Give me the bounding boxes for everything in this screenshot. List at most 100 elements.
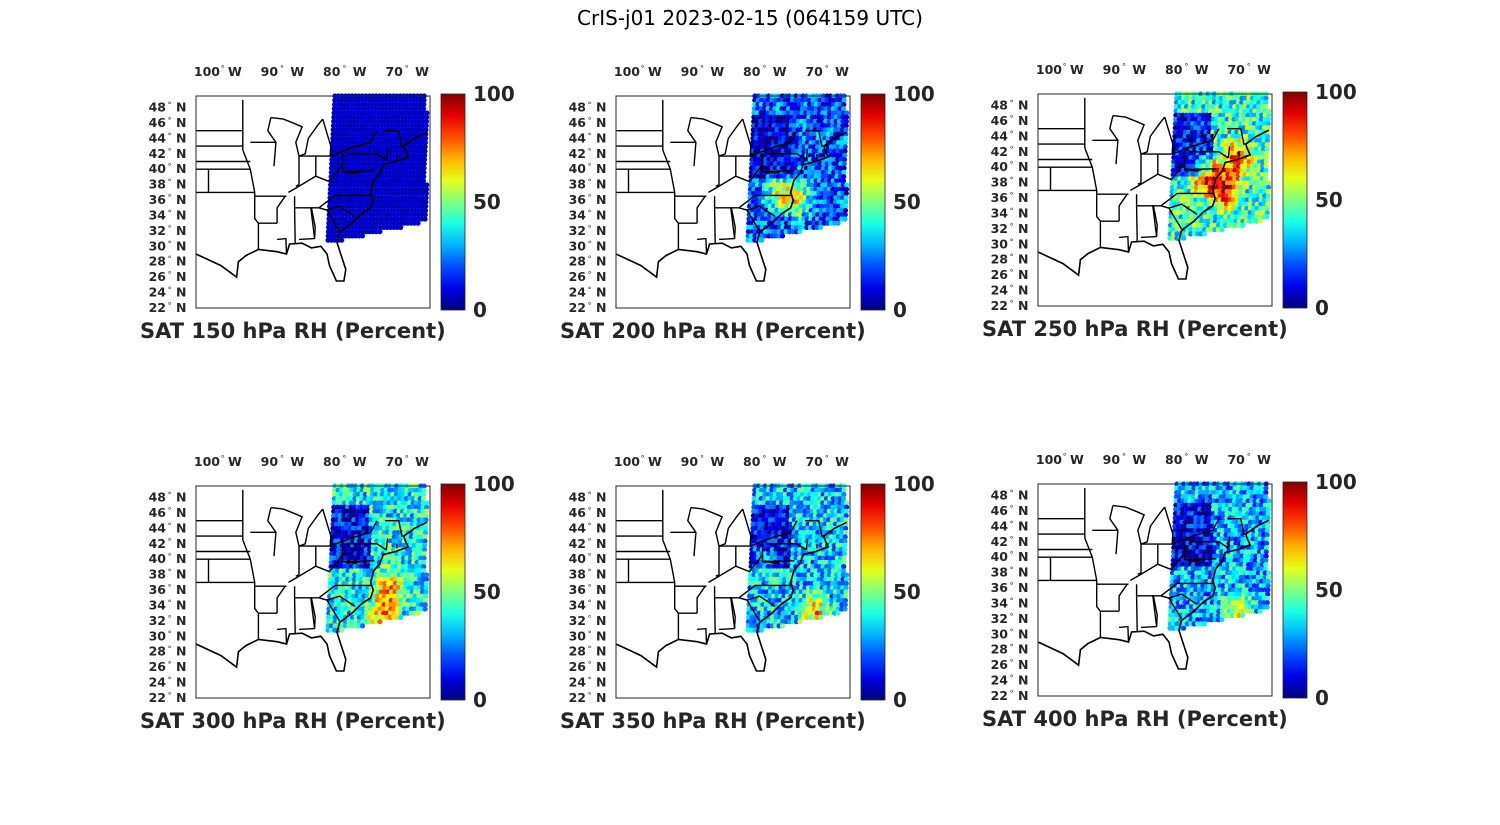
lat-hemisphere: N [596, 254, 606, 269]
rh-point [843, 508, 849, 514]
degree-symbol: ∘ [1184, 60, 1189, 69]
lat-hemisphere: N [176, 115, 186, 130]
rh-point [421, 174, 427, 180]
rh-point [421, 564, 427, 570]
lat-value: 26 [991, 267, 1009, 282]
map-svg: 100 ∘ W 90 ∘ W 80 ∘ W 70 ∘ W48 ∘ N46 ∘ N44 ∘ N42 ∘ N40 ∘ N38 ∘… [149, 452, 515, 712]
lat-tick-label: 32 ∘ N [569, 222, 607, 238]
degree-symbol: ∘ [1009, 297, 1014, 306]
rh-point [841, 496, 847, 502]
state-border [1084, 147, 1102, 248]
state-border [385, 538, 389, 551]
lon-hemisphere: W [1070, 62, 1084, 77]
lat-tick-label: 46 ∘ N [991, 112, 1029, 128]
degree-symbol: ∘ [587, 268, 592, 277]
rh-point [423, 517, 429, 523]
rh-point [1264, 214, 1270, 220]
rh-point [1263, 99, 1269, 106]
lat-tick-label: 42 ∘ N [149, 535, 187, 551]
lon-hemisphere: W [290, 64, 304, 79]
rh-point [424, 182, 430, 188]
lon-value: 100 [614, 64, 640, 79]
lon-value: 90 [681, 64, 699, 79]
lon-tick-label: 80 ∘ W [323, 452, 367, 469]
lon-value: 100 [194, 454, 220, 469]
rh-point [841, 547, 848, 553]
state-border [749, 130, 798, 157]
rh-point [1240, 222, 1246, 228]
rh-point [841, 165, 847, 171]
rh-point [421, 555, 427, 561]
lat-tick-label: 28 ∘ N [149, 253, 187, 269]
lat-tick-label: 30 ∘ N [149, 627, 187, 643]
lat-hemisphere: N [1018, 267, 1028, 282]
degree-symbol: ∘ [167, 176, 172, 185]
lon-value: 70 [385, 454, 403, 469]
lat-value: 26 [149, 269, 167, 284]
state-border [730, 207, 736, 239]
lon-value: 70 [805, 64, 823, 79]
lon-tick-label: 80 ∘ W [743, 62, 787, 79]
lon-value: 90 [261, 64, 279, 79]
rh-point [1265, 125, 1271, 131]
lat-value: 28 [149, 254, 166, 269]
rh-point [842, 207, 849, 214]
rh-point [339, 627, 345, 633]
rh-point [842, 140, 848, 146]
lat-tick-label: 32 ∘ N [991, 220, 1029, 236]
lat-hemisphere: N [1018, 236, 1028, 251]
degree-symbol: ∘ [404, 452, 409, 461]
degree-symbol: ∘ [279, 452, 284, 461]
colorbar-tick-label: 50 [473, 190, 501, 214]
lat-value: 46 [149, 505, 167, 520]
map-svg: 100 ∘ W 90 ∘ W 80 ∘ W 70 ∘ W48 ∘ N46 ∘ N44 ∘ N42 ∘ N40 ∘ N38 ∘… [569, 452, 935, 712]
lat-hemisphere: N [176, 690, 186, 705]
state-border [696, 195, 706, 224]
lat-value: 34 [149, 597, 167, 612]
map-frame [615, 95, 851, 309]
lat-hemisphere: N [1018, 144, 1028, 159]
state-border [1171, 128, 1220, 155]
lon-value: 70 [1227, 62, 1245, 77]
lat-tick-label: 42 ∘ N [569, 145, 607, 161]
rh-point [843, 589, 849, 595]
state-border [242, 149, 260, 250]
lon-value: 90 [1103, 62, 1121, 77]
state-border [326, 599, 341, 622]
lon-hemisphere: W [228, 454, 242, 469]
lat-tick-label: 26 ∘ N [149, 658, 187, 674]
state-border [762, 170, 781, 174]
rh-point [1265, 133, 1271, 139]
state-border [270, 506, 304, 547]
lat-hemisphere: N [176, 520, 186, 535]
lat-tick-label: 34 ∘ N [991, 204, 1029, 220]
degree-symbol: ∘ [1009, 282, 1014, 291]
lon-hemisphere: W [353, 454, 367, 469]
rh-point [422, 534, 428, 540]
rh-point [841, 555, 847, 561]
lon-hemisphere: W [228, 64, 242, 79]
lon-tick-label: 90 ∘ W [261, 452, 305, 469]
lat-tick-label: 40 ∘ N [149, 550, 187, 566]
lat-value: 34 [569, 207, 587, 222]
rh-point [422, 144, 428, 150]
degree-symbol: ∘ [167, 658, 172, 667]
rh-point [842, 216, 848, 222]
degree-symbol: ∘ [587, 191, 592, 200]
degree-symbol: ∘ [1009, 251, 1014, 260]
lat-tick-label: 26 ∘ N [991, 266, 1029, 282]
state-border [385, 520, 404, 537]
state-border [298, 627, 315, 631]
lon-tick-label: 100 ∘ W [194, 62, 242, 79]
lat-hemisphere: N [176, 238, 186, 253]
degree-symbol: ∘ [167, 253, 172, 262]
rh-point [421, 487, 427, 493]
lon-hemisphere: W [710, 64, 724, 79]
rh-point [1265, 116, 1271, 122]
rh-point [842, 542, 848, 548]
degree-symbol: ∘ [167, 129, 172, 138]
coastline [195, 131, 428, 282]
state-border [718, 118, 744, 157]
map-frame [195, 485, 431, 699]
lat-value: 32 [991, 221, 1008, 236]
